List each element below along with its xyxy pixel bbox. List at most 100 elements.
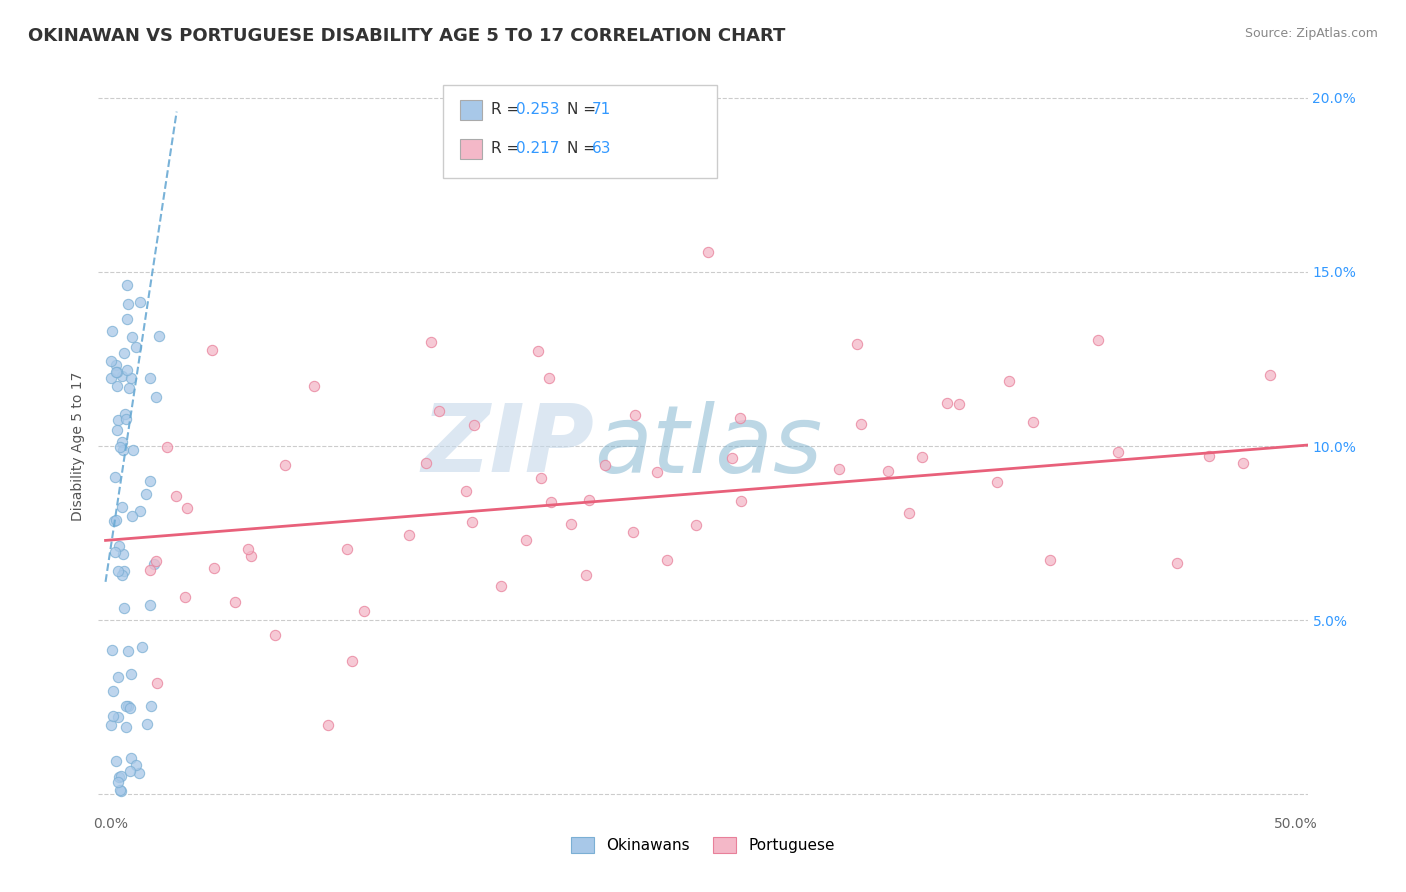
Point: [100, 718, 122, 732]
Point: [876, 464, 898, 478]
Point: [236, 541, 259, 556]
Text: 63: 63: [592, 142, 612, 156]
Point: [148, 329, 170, 343]
Point: [105, 423, 128, 437]
Point: [454, 484, 477, 499]
Point: [112, 564, 135, 578]
Point: [104, 469, 127, 483]
Point: [125, 340, 148, 354]
Point: [129, 295, 152, 310]
Point: [515, 533, 537, 547]
Point: [138, 474, 160, 488]
Point: [139, 371, 162, 385]
Point: [120, 751, 142, 765]
Text: N =: N =: [567, 103, 600, 117]
Point: [730, 411, 752, 425]
Point: [304, 378, 326, 392]
Point: [621, 525, 644, 540]
Point: [117, 644, 139, 658]
Point: [398, 528, 420, 542]
Legend: Okinawans, Portuguese: Okinawans, Portuguese: [565, 830, 841, 859]
Point: [697, 244, 720, 259]
Point: [128, 504, 150, 518]
Text: ZIP: ZIP: [422, 400, 595, 492]
Point: [107, 670, 129, 684]
Point: [107, 775, 129, 789]
Point: [156, 440, 179, 454]
Point: [491, 579, 513, 593]
Point: [108, 770, 131, 784]
Text: OKINAWAN VS PORTUGUESE DISABILITY AGE 5 TO 17 CORRELATION CHART: OKINAWAN VS PORTUGUESE DISABILITY AGE 5 …: [28, 27, 786, 45]
Point: [720, 450, 742, 465]
Point: [128, 766, 150, 780]
Point: [911, 450, 934, 464]
Point: [846, 337, 869, 351]
Text: 0.217: 0.217: [516, 142, 560, 156]
Point: [827, 462, 849, 476]
Point: [115, 411, 138, 425]
Point: [115, 312, 138, 326]
Text: 0.253: 0.253: [516, 103, 560, 117]
Point: [730, 494, 752, 508]
Point: [138, 563, 160, 577]
Point: [112, 600, 135, 615]
Point: [100, 642, 122, 657]
Point: [420, 335, 443, 350]
Point: [139, 599, 162, 613]
Text: atlas: atlas: [595, 401, 823, 491]
Text: 71: 71: [592, 103, 612, 117]
Point: [120, 764, 142, 778]
Point: [685, 517, 707, 532]
Point: [575, 568, 598, 582]
Point: [1087, 333, 1109, 347]
Y-axis label: Disability Age 5 to 17: Disability Age 5 to 17: [72, 371, 86, 521]
Text: N =: N =: [567, 142, 600, 156]
Point: [560, 516, 582, 531]
Point: [141, 698, 163, 713]
Point: [120, 701, 142, 715]
Point: [342, 654, 364, 668]
Point: [110, 783, 132, 797]
Point: [645, 465, 668, 479]
Point: [110, 783, 132, 797]
Point: [108, 440, 131, 454]
Point: [104, 545, 127, 559]
Point: [111, 434, 134, 449]
Point: [624, 408, 647, 422]
Point: [105, 378, 128, 392]
Point: [263, 628, 285, 642]
Point: [415, 456, 437, 470]
Point: [105, 365, 128, 379]
Point: [997, 374, 1019, 388]
Point: [104, 358, 127, 372]
Point: [111, 547, 134, 561]
Point: [120, 667, 142, 681]
Point: [316, 717, 339, 731]
Point: [111, 500, 134, 515]
Text: Source: ZipAtlas.com: Source: ZipAtlas.com: [1244, 27, 1378, 40]
Point: [112, 345, 135, 359]
Point: [142, 557, 165, 571]
Point: [897, 506, 920, 520]
Point: [655, 552, 678, 566]
Point: [936, 396, 959, 410]
Point: [593, 458, 616, 472]
Point: [104, 513, 127, 527]
Point: [117, 698, 139, 713]
Point: [176, 500, 198, 515]
Point: [100, 371, 122, 385]
Text: R =: R =: [491, 142, 524, 156]
Point: [538, 371, 561, 385]
Point: [103, 515, 125, 529]
Point: [145, 553, 167, 567]
Point: [353, 604, 375, 618]
Point: [530, 471, 553, 485]
Point: [173, 590, 195, 604]
Point: [111, 369, 134, 384]
Point: [1198, 450, 1220, 464]
Point: [121, 508, 143, 523]
Point: [103, 709, 125, 723]
Point: [125, 758, 148, 772]
Point: [107, 710, 129, 724]
Point: [107, 564, 129, 578]
